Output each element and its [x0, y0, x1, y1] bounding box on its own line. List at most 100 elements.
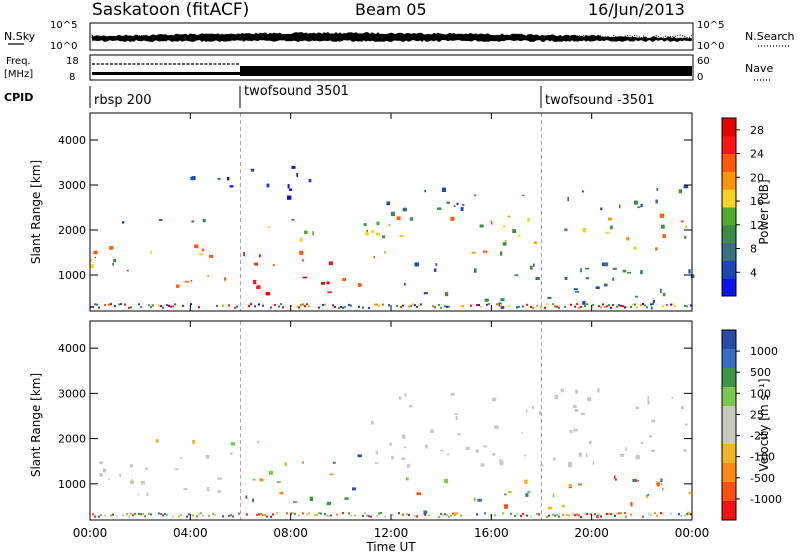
heatmap-cell: [592, 461, 594, 466]
heatmap-cell: [388, 304, 390, 307]
heatmap-cell: [250, 168, 255, 172]
freq-strip: 18 8 60 0 Freq. [MHz] Nave: [4, 54, 773, 83]
heatmap-cell: [456, 202, 459, 205]
heatmap-cell: [358, 305, 360, 308]
heatmap-cells: [92, 388, 692, 519]
heatmap-cell: [470, 304, 472, 307]
heatmap-cell: [438, 304, 440, 306]
heatmap-cell: [158, 219, 163, 221]
heatmap-cell: [606, 513, 608, 515]
heatmap-cell: [476, 513, 478, 516]
freq-label-line1: Freq.: [6, 56, 31, 67]
heatmap-cell: [298, 306, 300, 309]
heatmap-cell: [522, 512, 524, 515]
heatmap-cell: [190, 303, 192, 306]
heatmap-cell: [518, 305, 520, 308]
heatmap-cell: [102, 468, 107, 473]
heatmap-cell: [152, 304, 154, 307]
heatmap-cell: [286, 195, 292, 200]
heatmap-cell: [155, 439, 159, 443]
heatmap-cell: [404, 393, 407, 398]
heatmap-cell: [326, 514, 328, 517]
colorbar-swatch: [722, 387, 736, 407]
heatmap-cell: [554, 395, 558, 400]
y-tick-label: 2000: [58, 433, 86, 446]
heatmap-cell: [122, 514, 124, 517]
heatmap-cell: [632, 478, 637, 482]
heatmap-cell: [202, 514, 204, 517]
heatmap-cell: [561, 504, 565, 508]
heatmap-cell: [525, 493, 529, 497]
heatmap-cell: [642, 303, 644, 305]
heatmap-cell: [490, 220, 493, 225]
heatmap-cell: [162, 306, 164, 309]
heatmap-cell: [389, 442, 392, 446]
heatmap-cell: [437, 207, 442, 210]
heatmap-cell: [164, 513, 166, 515]
heatmap-cell: [292, 512, 294, 515]
heatmap-cell: [635, 406, 640, 409]
heatmap-cell: [568, 484, 573, 487]
heatmap-cell: [217, 477, 222, 480]
heatmap-cell: [374, 462, 379, 464]
heatmap-cell: [430, 429, 434, 434]
heatmap-cell: [309, 496, 313, 501]
heatmap-cell: [362, 306, 364, 309]
heatmap-cell: [578, 514, 580, 517]
heatmap-cell: [94, 256, 96, 259]
heatmap-cell: [130, 479, 133, 481]
heatmap-cell: [333, 461, 336, 464]
heatmap-cell: [396, 216, 401, 220]
heatmap-cell: [544, 306, 546, 309]
heatmap-cell: [382, 303, 384, 306]
heatmap-cell: [454, 512, 459, 516]
heatmap-cell: [540, 305, 542, 308]
colorbar-tick-label: 4: [750, 266, 757, 279]
heatmap-cell: [424, 513, 426, 516]
heatmap-cell: [99, 461, 103, 465]
heatmap-cell: [455, 416, 458, 420]
heatmap-cell: [514, 515, 516, 517]
heatmap-cell: [558, 515, 560, 518]
heatmap-cell: [671, 396, 674, 399]
heatmap-cell: [618, 204, 621, 209]
heatmap-cell: [536, 512, 538, 515]
heatmap-cell: [554, 305, 556, 308]
heatmap-cell: [580, 305, 582, 308]
heatmap-cell: [208, 514, 210, 517]
heatmap-cell: [473, 497, 476, 502]
heatmap-cell: [376, 515, 378, 517]
heatmap-cell: [600, 306, 602, 309]
heatmap-cell: [184, 280, 189, 283]
heatmap-cell: [368, 515, 370, 518]
heatmap-cell: [350, 304, 352, 307]
heatmap-cell: [262, 514, 264, 517]
heatmap-cell: [453, 205, 456, 207]
heatmap-cell: [318, 512, 320, 514]
heatmap-cell: [488, 303, 490, 305]
x-tick-label: 04:00: [173, 526, 208, 540]
heatmap-cell: [597, 388, 600, 393]
heatmap-cell: [600, 207, 603, 211]
heatmap-cell: [662, 305, 664, 308]
heatmap-cell: [502, 512, 504, 515]
heatmap-cell: [332, 304, 334, 307]
y-tick-label: 1000: [58, 269, 86, 282]
heatmap-cell: [245, 495, 248, 499]
colorbar-swatch: [722, 406, 736, 426]
heatmap-cell: [533, 263, 535, 267]
heatmap-cell: [207, 275, 210, 277]
heatmap-cell: [573, 404, 577, 408]
heatmap-cell: [680, 515, 682, 518]
colorbar-tick-label: 500: [750, 366, 771, 379]
heatmap-cell: [268, 226, 271, 228]
heatmap-cell: [158, 304, 160, 307]
heatmap-cell: [222, 304, 224, 307]
heatmap-cell: [620, 304, 622, 307]
heatmap-cell: [168, 304, 170, 307]
heatmap-cell: [554, 514, 556, 517]
heatmap-cell: [650, 449, 655, 452]
heatmap-cell: [252, 478, 256, 481]
heatmap-cell: [90, 306, 92, 309]
heatmap-cell: [191, 176, 196, 180]
